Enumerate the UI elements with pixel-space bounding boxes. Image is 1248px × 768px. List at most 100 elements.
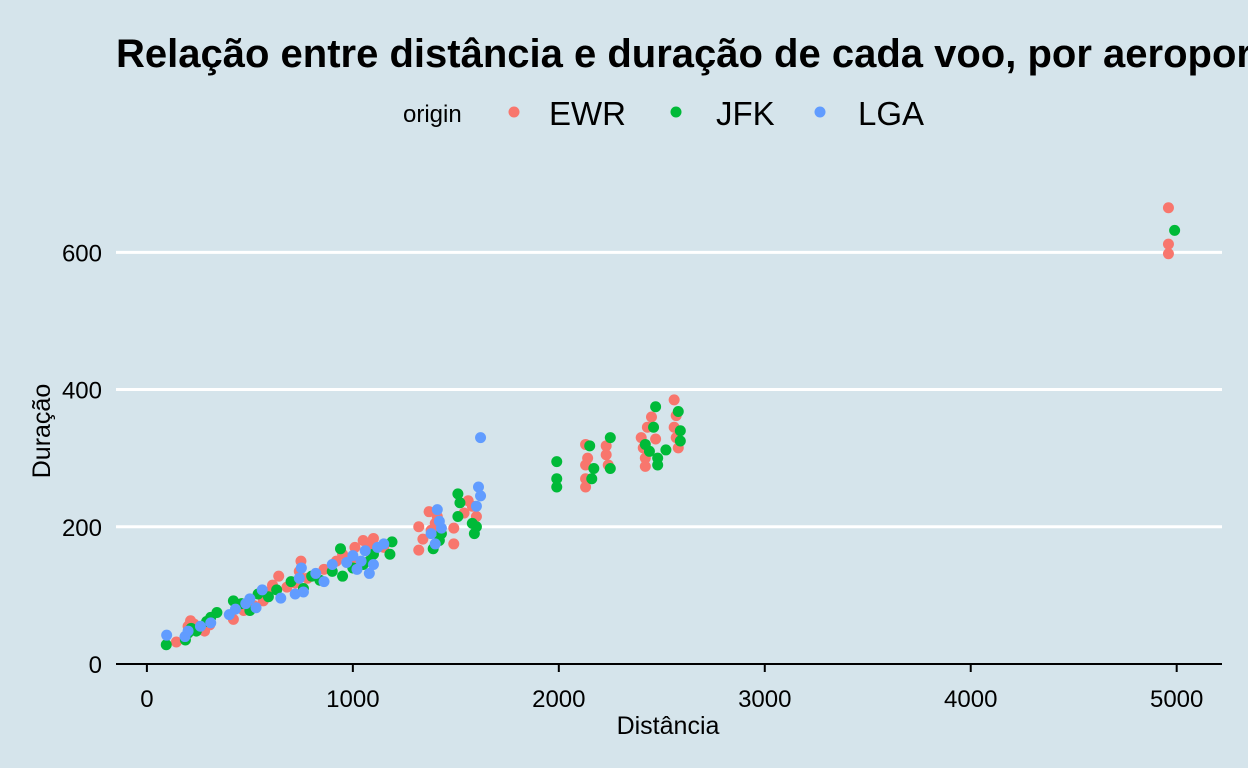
x-tick-label: 0 [140,686,153,713]
data-point-JFK [650,401,662,413]
data-point-EWR [273,570,285,582]
data-point-JFK [452,488,464,500]
data-point-EWR [600,440,612,452]
data-point-EWR [423,506,435,518]
data-point-LGA [310,567,322,579]
data-point-JFK [584,440,596,452]
data-point-LGA [435,522,447,534]
data-point-JFK [551,456,563,468]
data-point-JFK [604,432,616,444]
data-point-EWR [349,541,361,553]
data-point-JFK [454,497,466,509]
data-point-JFK [551,473,563,485]
data-point-EWR [1162,238,1174,250]
data-point-EWR [582,452,594,464]
data-point-EWR [367,532,379,544]
data-point-JFK [1169,224,1181,236]
data-point-JFK [588,462,600,474]
data-point-LGA [351,563,363,575]
data-point-LGA [425,528,437,540]
data-point-JFK [160,639,172,651]
data-point-EWR [639,460,651,472]
data-point-JFK [384,548,396,560]
x-axis-title: Distância [617,712,720,740]
data-point-LGA [475,432,487,444]
y-tick-label: 200 [62,515,102,542]
data-point-LGA [229,603,241,615]
data-point-LGA [475,490,487,502]
data-point-EWR [600,449,612,461]
series-JFK [160,224,1181,651]
data-point-EWR [668,394,680,406]
legend-label-JFK: JFK [716,95,775,132]
data-point-EWR [413,521,425,533]
legend-title: origin [403,101,462,128]
data-point-JFK [211,607,223,619]
data-point-EWR [448,538,460,550]
x-tick-label: 4000 [944,686,997,713]
legend: origin EWR JFK LGA [403,95,924,132]
legend-key-JFK [670,106,682,118]
data-point-LGA [367,559,379,571]
data-point-JFK [337,570,349,582]
data-point-LGA [431,504,443,516]
data-point-LGA [182,625,194,637]
data-point-LGA [161,629,173,641]
data-point-EWR [645,411,657,423]
y-tick-label: 600 [62,240,102,267]
legend-label-EWR: EWR [549,95,626,132]
grid-lines [116,250,1222,529]
data-point-EWR [580,481,592,493]
chart-title: Relação entre distância e duração de cad… [116,32,1248,76]
y-tick-label: 0 [89,652,102,679]
data-point-EWR [417,533,429,545]
data-point-LGA [378,538,390,550]
data-point-JFK [660,444,672,456]
y-axis: 0 200 400 600 [62,240,102,679]
y-axis-title: Duração [28,384,56,479]
y-tick-label: 400 [62,378,102,405]
legend-key-LGA [814,106,826,118]
x-tick-label: 5000 [1150,686,1203,713]
x-tick-label: 1000 [326,686,379,713]
data-point-LGA [347,550,359,562]
legend-key-EWR [508,106,520,118]
data-point-LGA [293,572,305,584]
data-point-JFK [674,425,686,437]
data-point-JFK [386,536,398,548]
x-tick-label: 2000 [532,686,585,713]
data-point-EWR [413,544,425,556]
data-point-LGA [194,620,206,632]
data-point-JFK [652,452,664,464]
data-point-JFK [452,510,464,522]
data-point-EWR [448,522,460,534]
data-point-LGA [205,617,217,629]
data-point-LGA [256,584,268,596]
x-axis: 0 1000 2000 3000 4000 5000 [140,664,1203,713]
data-point-LGA [244,593,256,605]
data-point-EWR [650,433,662,445]
data-point-JFK [285,576,297,588]
series-LGA [161,432,487,643]
data-point-LGA [275,592,287,604]
data-point-LGA [359,545,371,557]
data-point-LGA [472,481,484,493]
x-tick-label: 3000 [738,686,791,713]
data-point-LGA [355,555,367,567]
data-point-JFK [551,481,563,493]
data-point-LGA [250,602,262,614]
data-point-JFK [271,584,283,596]
data-point-LGA [295,562,307,574]
data-point-JFK [334,543,346,555]
data-point-JFK [586,473,598,485]
data-point-LGA [318,576,330,588]
data-point-JFK [672,406,684,418]
data-point-LGA [297,586,309,598]
data-point-LGA [470,500,482,512]
data-point-JFK [470,521,482,533]
data-point-JFK [643,445,655,457]
data-point-LGA [363,567,375,579]
data-points [160,202,1181,651]
data-point-EWR [1162,202,1174,214]
